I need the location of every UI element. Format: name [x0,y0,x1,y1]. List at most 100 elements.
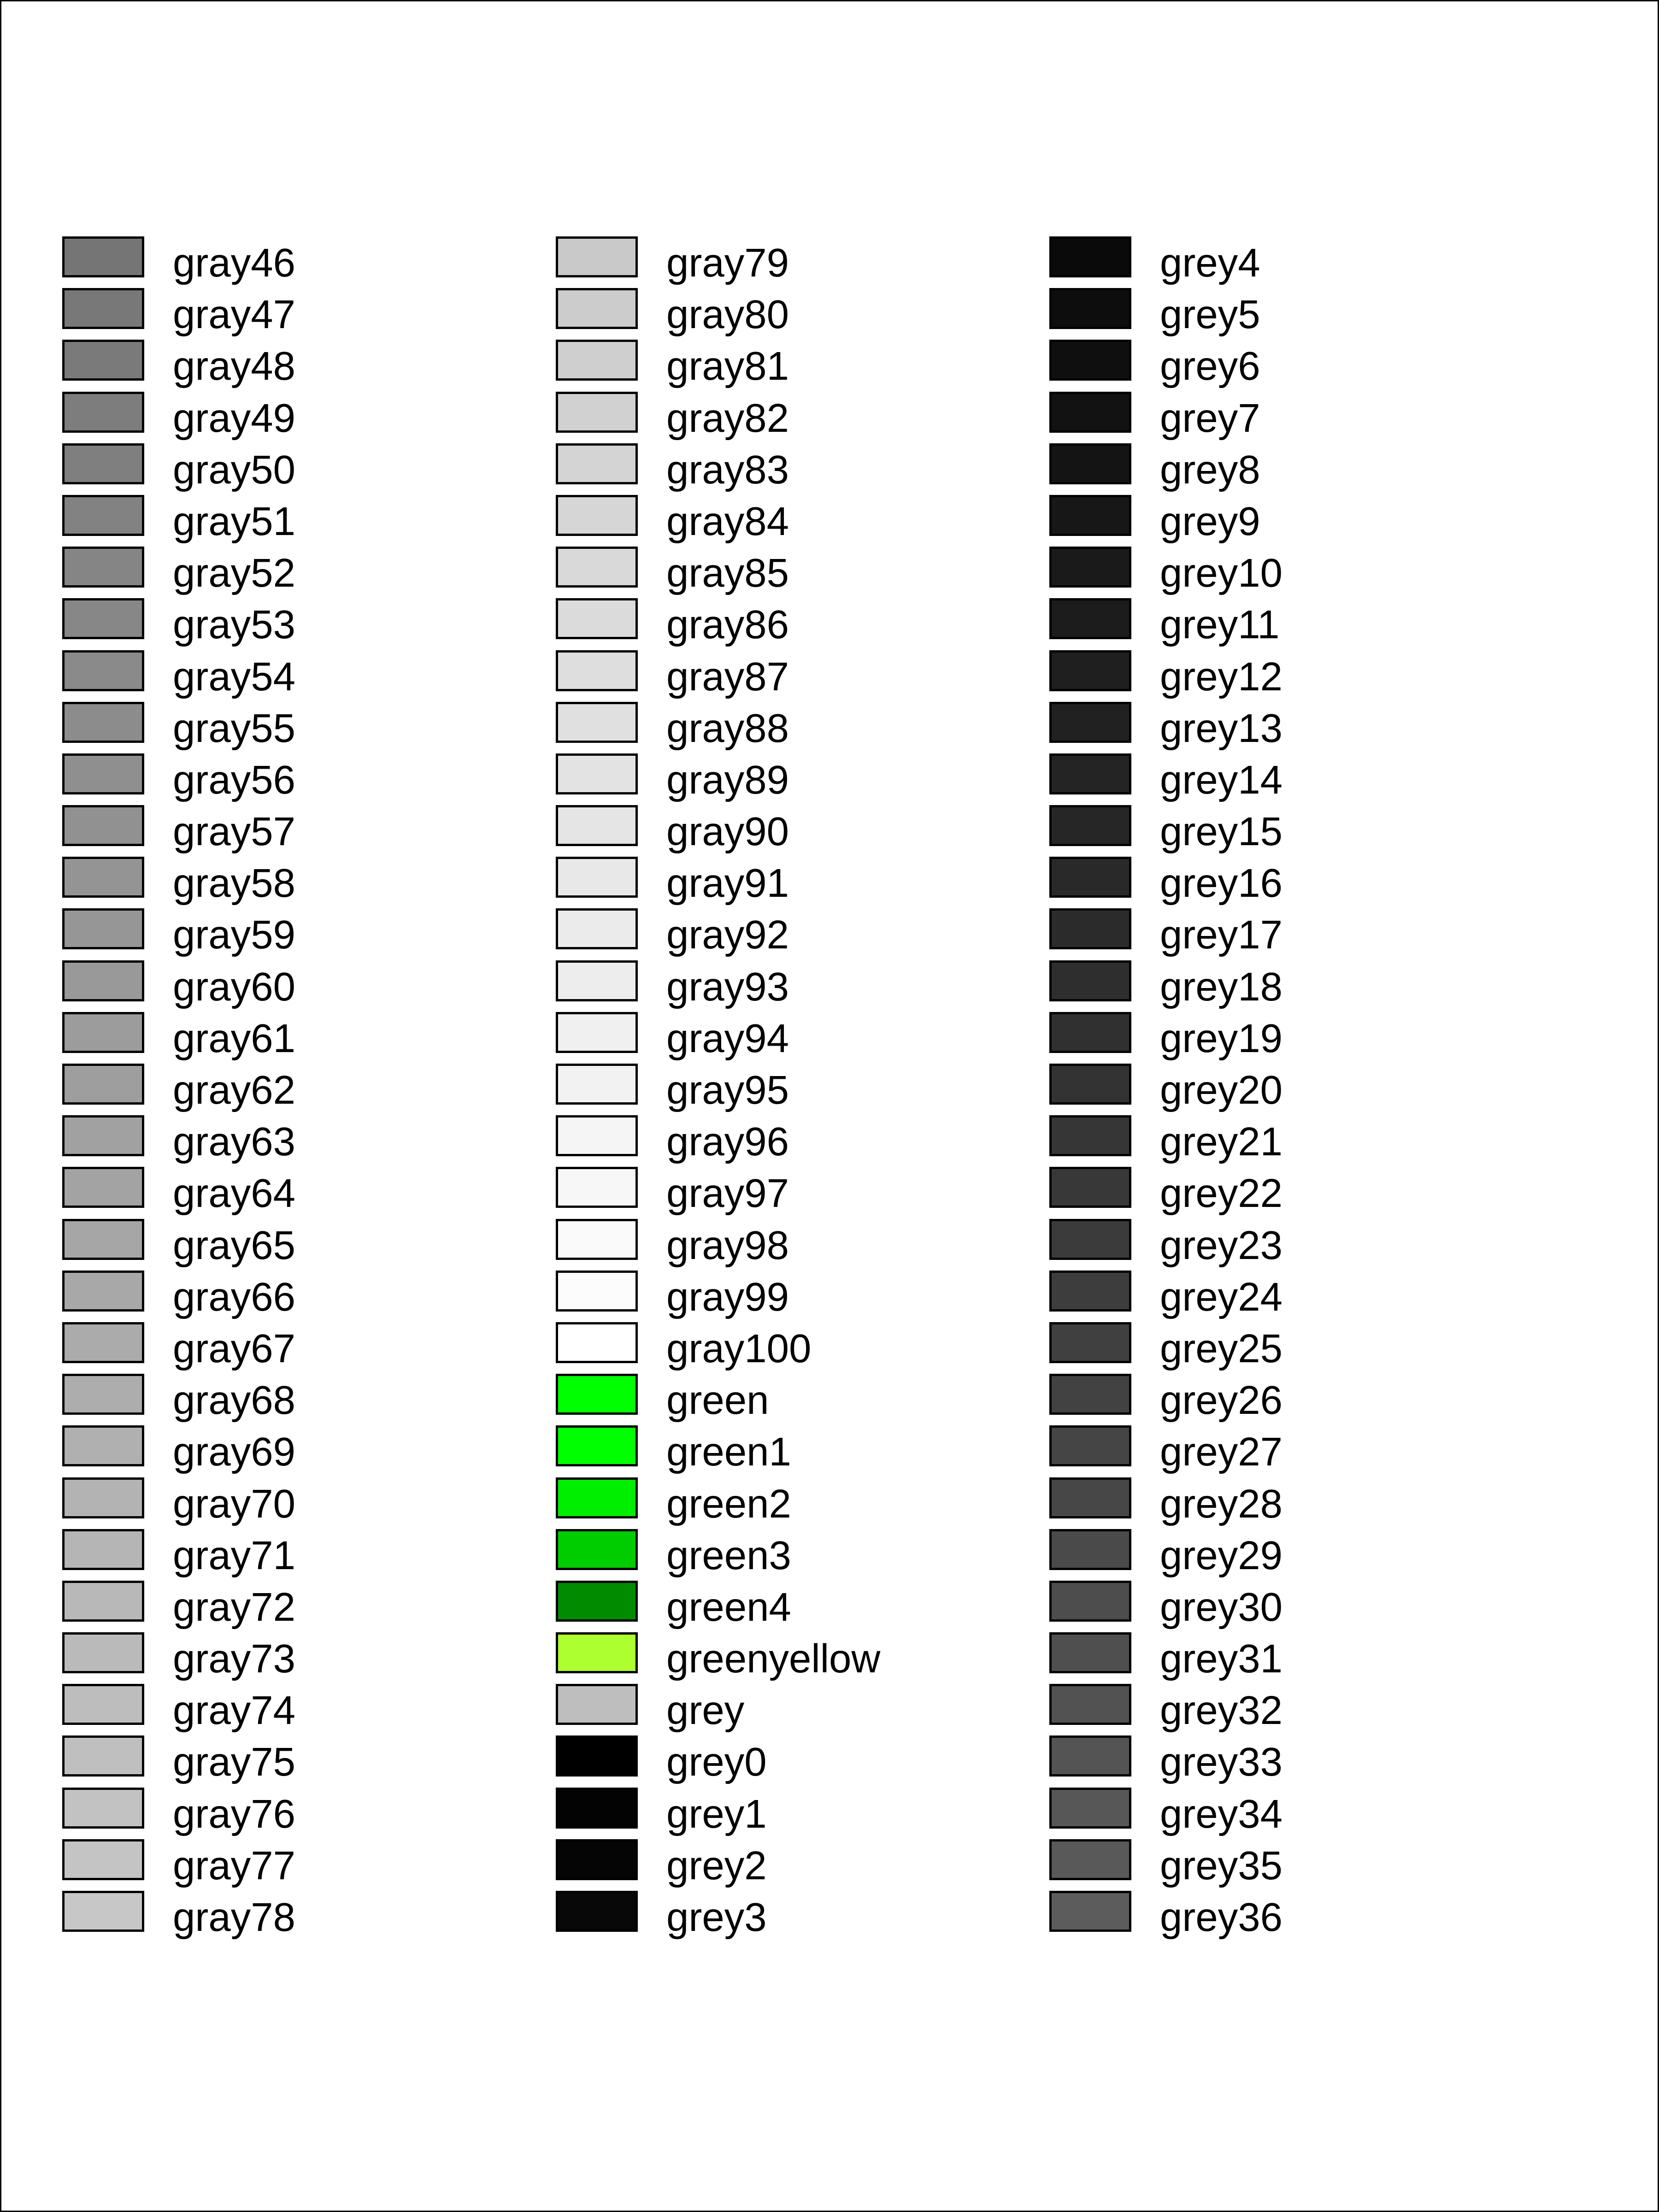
color-name-label: gray51 [173,499,296,544]
swatch-row: grey26 [1049,1374,1510,1425]
color-name-label: grey1 [666,1791,767,1836]
color-swatch [556,391,638,433]
swatch-row: gray55 [62,701,523,753]
color-swatch [556,1064,638,1105]
color-name-label: gray61 [173,1016,296,1061]
swatch-row: grey27 [1049,1425,1510,1477]
color-swatch [62,1529,144,1570]
color-name-label: gray85 [666,551,789,596]
swatch-row: gray86 [556,598,1017,650]
color-name-label: gray82 [666,395,789,441]
swatch-row: grey7 [1049,391,1510,443]
color-swatch [62,1787,144,1829]
swatch-row: gray53 [62,598,523,650]
color-swatch [62,1684,144,1725]
swatch-row: grey34 [1049,1787,1510,1839]
swatch-row: gray49 [62,391,523,443]
color-name-label: gray59 [173,912,296,958]
color-name-label: gray71 [173,1533,296,1578]
swatch-row: grey5 [1049,288,1510,340]
color-swatch [556,1477,638,1518]
color-swatch [556,1218,638,1260]
color-swatch [556,1374,638,1415]
color-swatch [62,443,144,484]
swatch-row: gray85 [556,547,1017,598]
color-name-label: gray86 [666,602,789,647]
color-swatch [1049,1218,1131,1260]
color-swatch [1049,1580,1131,1622]
color-name-label: grey16 [1160,861,1283,906]
color-name-label: grey [666,1688,745,1733]
color-swatch [1049,1735,1131,1777]
color-name-label: grey21 [1160,1119,1283,1165]
color-swatch [556,1735,638,1777]
swatch-row: grey [556,1684,1017,1735]
color-swatch [62,1839,144,1880]
color-name-label: gray70 [173,1481,296,1526]
color-swatch [1049,1064,1131,1105]
color-name-label: gray48 [173,344,296,389]
color-swatch [1049,1425,1131,1467]
swatch-row: green3 [556,1529,1017,1581]
color-swatch [556,1580,638,1622]
swatch-row: gray46 [62,236,523,288]
swatch-row: grey2 [556,1839,1017,1891]
swatch-row: grey11 [1049,598,1510,650]
color-swatch [1049,1787,1131,1829]
swatch-row: gray51 [62,494,523,547]
color-swatch [1049,1477,1131,1518]
color-swatch [556,753,638,794]
swatch-row: grey8 [1049,443,1510,495]
color-name-label: grey33 [1160,1740,1283,1785]
swatch-row: gray73 [62,1632,523,1684]
color-swatch [556,1270,638,1312]
color-swatch [62,960,144,1001]
color-swatch [556,494,638,536]
color-swatch [1049,960,1131,1001]
color-swatch [556,960,638,1001]
color-swatch [62,1425,144,1467]
color-swatch [1049,753,1131,794]
color-name-label: gray91 [666,861,789,906]
color-swatch [1049,701,1131,743]
swatch-row: grey12 [1049,650,1510,702]
color-name-label: grey22 [1160,1171,1283,1216]
color-name-label: grey0 [666,1740,767,1785]
swatch-row: gray64 [62,1167,523,1218]
color-swatch [556,236,638,277]
swatch-row: gray76 [62,1787,523,1839]
color-swatch [556,547,638,588]
color-swatch [1049,1684,1131,1725]
swatch-row: grey24 [1049,1270,1510,1322]
color-name-label: grey25 [1160,1326,1283,1371]
swatch-row: grey14 [1049,753,1510,805]
swatch-row: gray92 [556,908,1017,960]
color-name-label: gray56 [173,757,296,802]
color-name-label: grey15 [1160,809,1283,854]
swatch-row: grey0 [556,1735,1017,1787]
swatch-row: gray87 [556,650,1017,702]
color-name-label: gray58 [173,861,296,906]
color-name-label: grey11 [1160,602,1280,647]
color-name-label: grey18 [1160,964,1283,1009]
color-swatch [62,288,144,329]
color-name-label: gray67 [173,1326,296,1371]
color-name-label: gray81 [666,344,789,389]
color-swatch [1049,857,1131,898]
swatch-row: gray93 [556,960,1017,1012]
color-swatch [1049,547,1131,588]
color-swatch [62,1115,144,1157]
swatch-row: green2 [556,1477,1017,1529]
color-name-label: gray64 [173,1171,296,1216]
color-name-label: gray98 [666,1223,789,1268]
color-name-label: green [666,1378,769,1423]
color-name-label: gray90 [666,809,789,854]
color-swatch [1049,288,1131,329]
color-name-label: grey17 [1160,912,1283,958]
color-name-label: grey10 [1160,551,1283,596]
color-name-label: gray75 [173,1740,296,1785]
swatch-row: gray56 [62,753,523,805]
swatch-row: grey35 [1049,1839,1510,1891]
color-swatch [556,1787,638,1829]
color-name-label: gray60 [173,964,296,1009]
